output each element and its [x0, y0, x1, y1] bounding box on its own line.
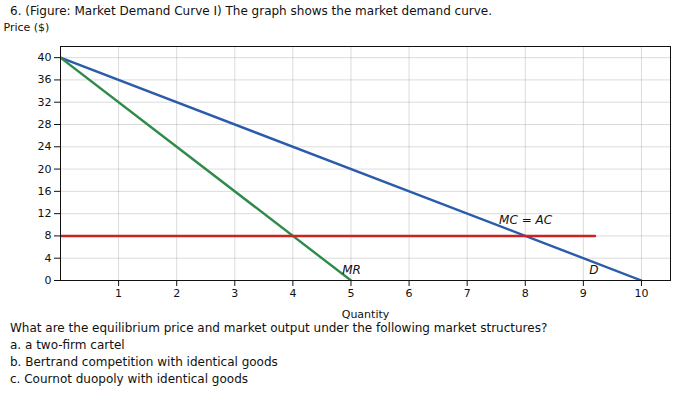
svg-text:4: 4: [289, 287, 296, 300]
svg-text:Price ($): Price ($): [4, 21, 50, 34]
svg-text:24: 24: [38, 140, 52, 153]
svg-text:40: 40: [38, 51, 52, 64]
html-text:6. (Figure: Market Demand Curv: 6. (Figure: Market Demand Curve I) The g…: [10, 4, 492, 18]
svg-text:5: 5: [347, 287, 354, 300]
html-text:b. Bertrand competition with i: b. Bertrand competition with identical g…: [10, 355, 278, 369]
svg-text:8: 8: [522, 287, 529, 300]
svg-text:10: 10: [634, 287, 648, 300]
svg-text:D: D: [589, 263, 598, 277]
html-text:a. a two-firm cartel: a. a two-firm cartel: [10, 338, 125, 352]
svg-text:MC = AC: MC = AC: [499, 213, 553, 227]
svg-text:3: 3: [231, 287, 238, 300]
html-text:c. Cournot duopoly with identi: c. Cournot duopoly with identical goods: [10, 372, 248, 386]
svg-text:7: 7: [464, 287, 471, 300]
html-text:What are the equilibrium price: What are the equilibrium price and marke…: [10, 321, 548, 335]
svg-text:9: 9: [580, 287, 587, 300]
svg-text:12: 12: [38, 207, 52, 220]
svg-text:MR: MR: [342, 263, 361, 277]
svg-text:6: 6: [406, 287, 413, 300]
svg-text:8: 8: [45, 229, 52, 242]
svg-text:16: 16: [38, 185, 52, 198]
svg-text:1: 1: [115, 287, 122, 300]
svg-text:20: 20: [38, 163, 52, 176]
svg-text:2: 2: [173, 287, 180, 300]
svg-text:0: 0: [45, 274, 52, 287]
svg-text:36: 36: [38, 73, 52, 86]
svg-text:4: 4: [45, 252, 52, 265]
svg-text:Quantity: Quantity: [342, 308, 390, 321]
svg-text:32: 32: [38, 96, 52, 109]
svg-text:28: 28: [38, 118, 52, 131]
